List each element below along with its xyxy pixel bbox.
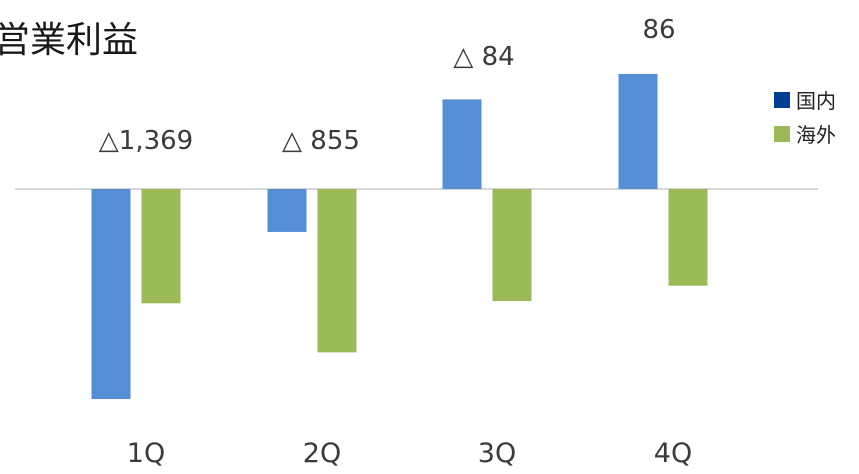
data-label-2Q: △ 855 [282,126,360,156]
legend-label: 国内 [796,89,836,113]
legend-label: 海外 [796,123,836,147]
bar-overseas-2Q [317,189,357,353]
bar-domestic-1Q [91,189,131,399]
x-tick-2Q: 2Q [303,438,341,469]
data-labels-group: △1,369 △ 855 △ 84 86 [99,15,676,156]
category-axis: 1Q 2Q 3Q 4Q [127,438,692,469]
bar-overseas-4Q [668,189,708,286]
legend-swatch [774,92,790,108]
x-tick-3Q: 3Q [478,438,516,469]
bars-group [91,73,708,399]
bar-domestic-3Q [442,99,482,189]
legend-item-overseas[interactable]: 海外 [774,123,836,147]
bar-domestic-2Q [267,189,307,232]
data-label-1Q: △1,369 [99,126,193,156]
bar-overseas-1Q [141,189,181,304]
bar-overseas-3Q [492,189,532,301]
data-label-3Q: △ 84 [453,42,514,72]
bar-domestic-4Q [618,73,658,189]
x-tick-1Q: 1Q [127,438,165,469]
legend-swatch [774,126,790,142]
x-tick-4Q: 4Q [654,438,692,469]
chart-title: 営業利益 [0,20,138,61]
legend-item-domestic[interactable]: 国内 [774,89,836,113]
data-label-4Q: 86 [642,15,675,45]
